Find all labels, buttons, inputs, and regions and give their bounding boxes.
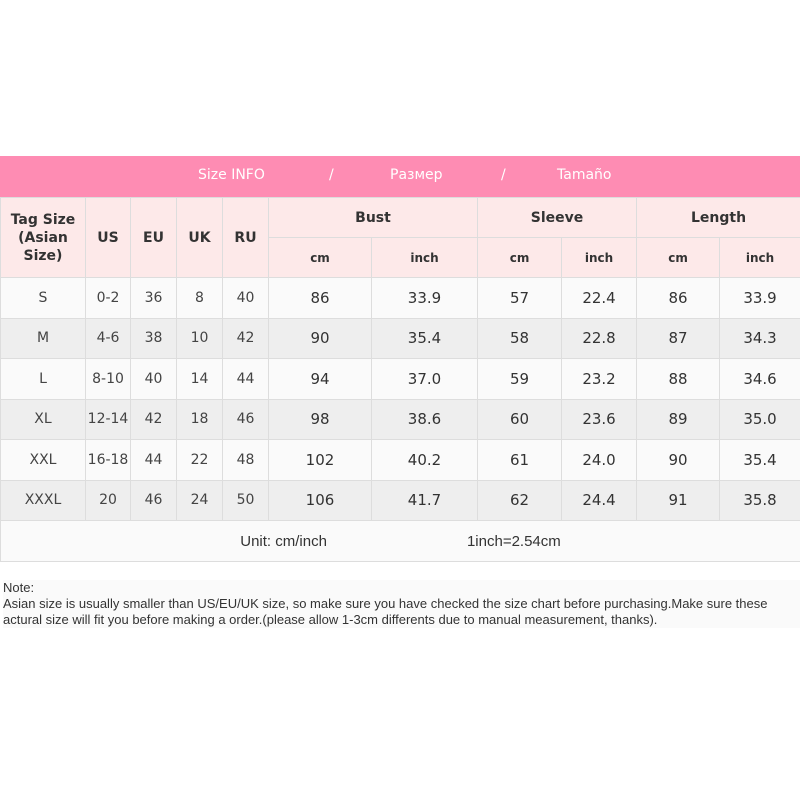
cell-length-cm: 87	[636, 317, 721, 359]
banner-title-es: Tamaño	[557, 167, 612, 183]
cell-tag: M	[0, 317, 86, 359]
cell-uk: 14	[176, 358, 223, 400]
cell-length-cm: 91	[636, 479, 721, 521]
cell-us: 16-18	[85, 439, 131, 481]
cell-eu: 44	[130, 439, 177, 481]
header-ru: RU	[222, 197, 269, 278]
cell-sleeve-cm: 58	[477, 317, 563, 359]
note-title: Note:	[3, 580, 35, 595]
header-uk: UK	[176, 197, 223, 278]
cell-length-cm: 86	[636, 277, 721, 319]
size-chart-table: Tag Size (Asian Size) US EU UK RU Bust Sl…	[0, 197, 800, 562]
banner-separator: /	[329, 167, 334, 183]
cell-ru: 48	[222, 439, 269, 481]
cell-ru: 44	[222, 358, 269, 400]
table-row: S 0-2 36 8 40 86 33.9 57 22.4 86 33.9	[0, 277, 800, 319]
cell-sleeve-cm: 60	[477, 398, 563, 440]
cell-length-inch: 35.0	[719, 398, 800, 440]
cell-uk: 18	[176, 398, 223, 440]
cell-bust-inch: 35.4	[370, 317, 479, 359]
header-bust: Bust	[267, 197, 479, 238]
note: Note: Asian size is usually smaller than…	[3, 580, 800, 628]
header-eu: EU	[130, 197, 177, 278]
cell-us: 20	[85, 479, 131, 521]
cell-bust-inch: 40.2	[370, 439, 479, 481]
size-info-banner: Size INFO / Размер / Tamaño	[0, 156, 800, 197]
cell-uk: 10	[176, 317, 223, 359]
cell-tag: XL	[0, 398, 86, 440]
cell-bust-cm: 106	[268, 479, 372, 521]
table-row: M 4-6 38 10 42 90 35.4 58 22.8 87 34.3	[0, 317, 800, 359]
header-us: US	[85, 197, 131, 278]
cell-eu: 42	[130, 398, 177, 440]
cell-length-inch: 34.6	[719, 358, 800, 400]
cell-length-cm: 88	[636, 358, 721, 400]
cell-length-inch: 34.3	[719, 317, 800, 359]
header-sleeve-cm: cm	[477, 237, 563, 278]
header-length-inch: inch	[719, 237, 800, 278]
table-row: L 8-10 40 14 44 94 37.0 59 23.2 88 34.6	[0, 358, 800, 400]
cell-us: 4-6	[85, 317, 131, 359]
cell-bust-cm: 102	[268, 439, 372, 481]
cell-tag: XXXL	[0, 479, 86, 521]
header-tag-size: Tag Size (Asian Size)	[0, 197, 86, 278]
unit-label: Unit: cm/inch	[240, 532, 327, 550]
cell-ru: 46	[222, 398, 269, 440]
cell-sleeve-inch: 24.4	[561, 479, 638, 521]
note-text: Asian size is usually smaller than US/EU…	[3, 596, 768, 627]
cell-bust-inch: 41.7	[370, 479, 479, 521]
cell-length-inch: 33.9	[719, 277, 800, 319]
cell-eu: 40	[130, 358, 177, 400]
cell-us: 12-14	[85, 398, 131, 440]
cell-eu: 46	[130, 479, 177, 521]
cell-bust-cm: 90	[268, 317, 372, 359]
cell-ru: 42	[222, 317, 269, 359]
header-length: Length	[636, 197, 800, 238]
header-length-cm: cm	[636, 237, 721, 278]
cell-sleeve-cm: 57	[477, 277, 563, 319]
cell-sleeve-inch: 24.0	[561, 439, 638, 481]
cell-length-cm: 90	[636, 439, 721, 481]
cell-ru: 40	[222, 277, 269, 319]
cell-sleeve-inch: 22.8	[561, 317, 638, 359]
cell-bust-cm: 98	[268, 398, 372, 440]
banner-title-en: Size INFO	[198, 167, 265, 183]
cell-sleeve-inch: 23.6	[561, 398, 638, 440]
cell-us: 0-2	[85, 277, 131, 319]
table-row: XXXL 20 46 24 50 106 41.7 62 24.4 91 35.8	[0, 479, 800, 521]
cell-eu: 38	[130, 317, 177, 359]
unit-row: Unit: cm/inch 1inch=2.54cm	[0, 520, 800, 562]
cell-bust-cm: 86	[268, 277, 372, 319]
cell-tag: L	[0, 358, 86, 400]
cell-uk: 24	[176, 479, 223, 521]
table-row: XL 12-14 42 18 46 98 38.6 60 23.6 89 35.0	[0, 398, 800, 440]
cell-bust-inch: 38.6	[370, 398, 479, 440]
header-sleeve: Sleeve	[477, 197, 638, 238]
cell-tag: XXL	[0, 439, 86, 481]
cell-uk: 22	[176, 439, 223, 481]
cell-sleeve-inch: 22.4	[561, 277, 638, 319]
cell-sleeve-cm: 59	[477, 358, 563, 400]
cell-sleeve-cm: 61	[477, 439, 563, 481]
cell-length-cm: 89	[636, 398, 721, 440]
banner-separator: /	[501, 167, 506, 183]
cell-sleeve-cm: 62	[477, 479, 563, 521]
table-row: XXL 16-18 44 22 48 102 40.2 61 24.0 90 35.4	[0, 439, 800, 481]
cell-eu: 36	[130, 277, 177, 319]
cell-tag: S	[0, 277, 86, 319]
cell-length-inch: 35.8	[719, 479, 800, 521]
cell-sleeve-inch: 23.2	[561, 358, 638, 400]
unit-conversion: 1inch=2.54cm	[466, 532, 561, 550]
cell-ru: 50	[222, 479, 269, 521]
cell-bust-inch: 33.9	[370, 277, 479, 319]
cell-bust-cm: 94	[268, 358, 372, 400]
header-sleeve-inch: inch	[561, 237, 638, 278]
cell-bust-inch: 37.0	[370, 358, 479, 400]
cell-length-inch: 35.4	[719, 439, 800, 481]
cell-uk: 8	[176, 277, 223, 319]
cell-us: 8-10	[85, 358, 131, 400]
header-bust-cm: cm	[268, 237, 372, 278]
banner-title-ru: Размер	[390, 167, 443, 183]
header-bust-inch: inch	[370, 237, 479, 278]
